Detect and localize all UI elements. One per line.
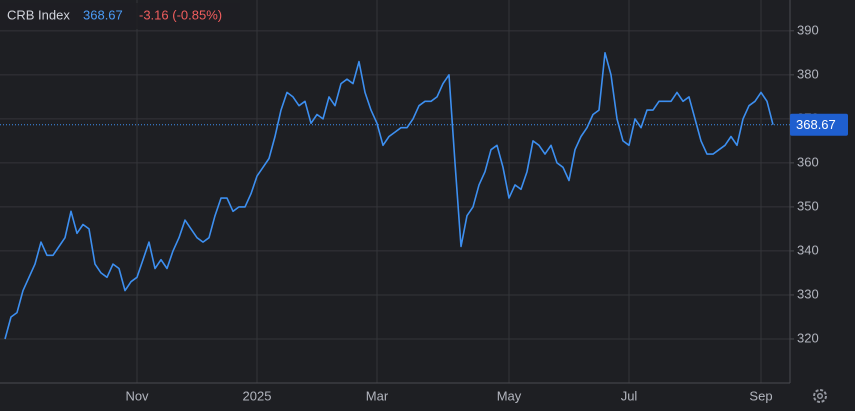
y-tick-label: 380 (797, 66, 819, 81)
price-line (4, 52, 774, 340)
header-value: 368.67 (83, 7, 123, 22)
y-tick-label: 330 (797, 286, 819, 301)
last-price-label: 368.67 (796, 117, 836, 132)
marks (0, 52, 790, 340)
x-tick-label: Sep (749, 388, 772, 403)
grid (0, 0, 790, 383)
y-tick-label: 340 (797, 242, 819, 257)
settings-icon[interactable] (813, 389, 827, 403)
x-tick-label: 2025 (243, 388, 272, 403)
y-tick-label: 320 (797, 330, 819, 345)
header-bg (0, 3, 240, 29)
x-tick-label: Jul (621, 388, 638, 403)
y-tick-label: 350 (797, 198, 819, 213)
x-tick-label: Mar (366, 388, 389, 403)
y-tick-label: 360 (797, 154, 819, 169)
header-change: -3.16 (-0.85%) (139, 7, 222, 22)
chart-title: CRB Index (7, 7, 70, 22)
gear-hub[interactable] (816, 392, 824, 400)
x-tick-label: May (497, 388, 522, 403)
y-tick-label: 390 (797, 22, 819, 37)
last-price-box (790, 113, 848, 136)
gear[interactable] (813, 389, 827, 403)
x-tick-label: Nov (125, 388, 149, 403)
